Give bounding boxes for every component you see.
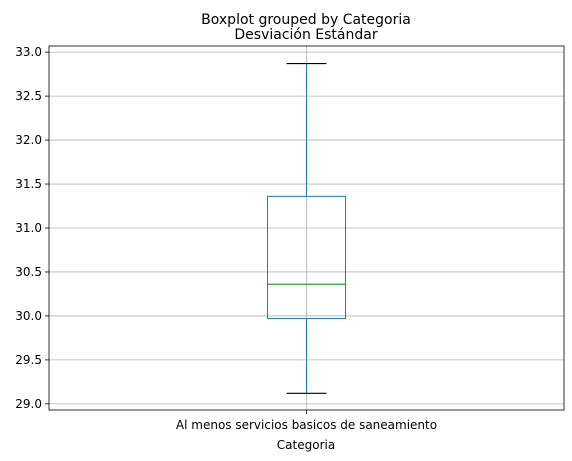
box-iqr <box>267 195 346 320</box>
y-tick-label: 31.0 <box>15 221 42 235</box>
x-tick-label: Al menos servicios basicos de saneamient… <box>176 418 437 432</box>
y-tick-label: 31.5 <box>15 177 42 191</box>
y-tick-label: 30.5 <box>15 265 42 279</box>
y-tick-label: 30.0 <box>15 309 42 323</box>
y-tick-label: 32.0 <box>15 133 42 147</box>
chart-title: Desviación Estándar <box>234 27 377 43</box>
y-tick-label: 29.5 <box>15 353 42 367</box>
plot-area: 29.0 29.5 30.0 30.5 31.0 31.5 32.0 32.5 33.0 Al m… <box>15 45 565 432</box>
x-axis-label: Categoria <box>277 438 335 452</box>
y-tick-label: 33.0 <box>15 45 42 59</box>
chart-suptitle: Boxplot grouped by Categoria <box>201 12 411 28</box>
y-tick-label: 32.5 <box>15 89 42 103</box>
y-tick-label: 29.0 <box>15 397 42 411</box>
